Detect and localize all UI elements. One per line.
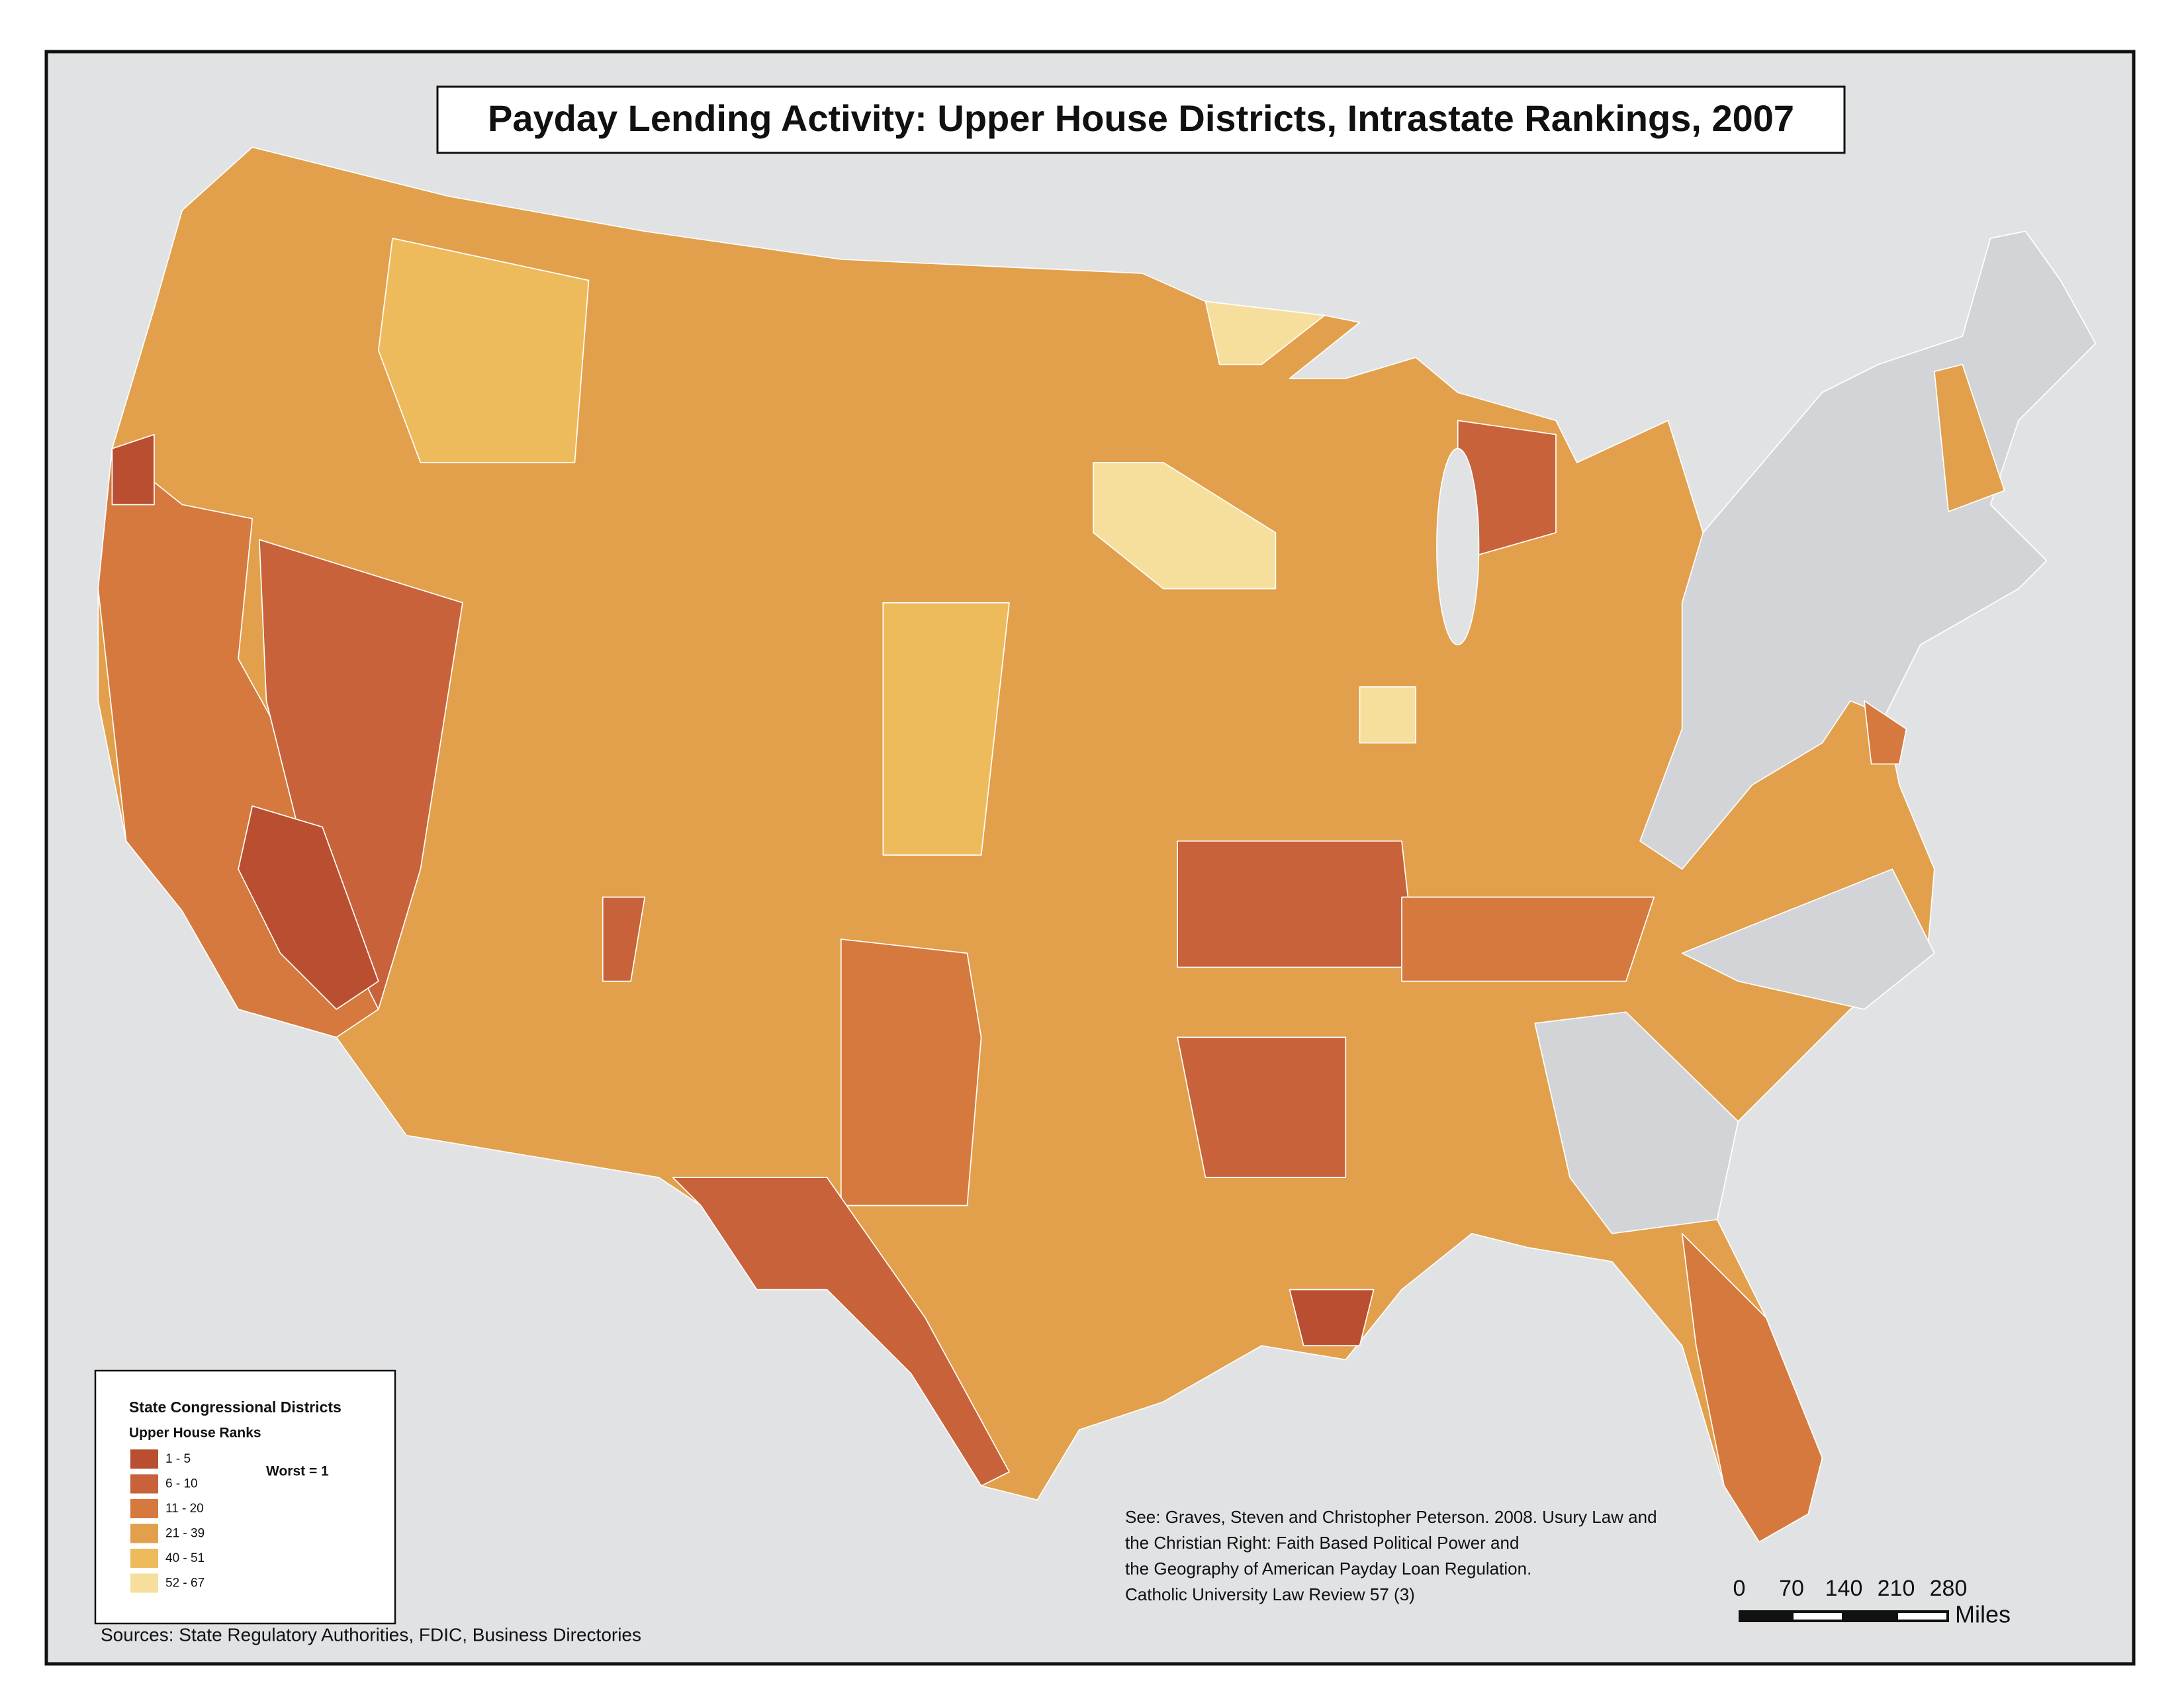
lake-michigan	[1436, 447, 1480, 646]
district-region	[258, 539, 463, 1010]
legend-swatch	[130, 1573, 158, 1593]
non-ranked-states	[1639, 230, 2097, 870]
district-region	[840, 938, 982, 1207]
district-region	[238, 805, 379, 1010]
legend-subtitle: Upper House Ranks	[129, 1426, 261, 1441]
scale-segment	[1898, 1613, 1946, 1620]
district-region	[1359, 686, 1417, 744]
map-title: Payday Lending Activity: Upper House Dis…	[488, 97, 1794, 139]
district-region	[602, 896, 646, 982]
district-region	[1933, 363, 2005, 512]
legend-note: Worst = 1	[266, 1464, 329, 1479]
non-ranked-states	[1681, 868, 1935, 1010]
legend-label: 6 - 10	[165, 1477, 198, 1491]
legend-label: 52 - 67	[165, 1577, 205, 1590]
district-region	[1177, 1036, 1347, 1178]
scale-tick-label: 210	[1878, 1576, 1915, 1601]
scale-unit: Miles	[1955, 1601, 2011, 1628]
district-region	[1401, 896, 1655, 982]
district-region	[1205, 300, 1326, 365]
legend-label: 1 - 5	[165, 1452, 191, 1466]
legend-swatch	[130, 1549, 158, 1568]
legend-items: 1 - 5 6 - 10 11 - 20 21 - 39 40 - 51 52 - 67	[130, 1449, 205, 1593]
district-region	[1093, 462, 1277, 590]
district-region	[1864, 700, 1907, 765]
citation-line: Catholic University Law Review 57 (3)	[1125, 1584, 1415, 1604]
legend-label: 11 - 20	[165, 1502, 204, 1516]
scale-tick-label: 140	[1825, 1576, 1863, 1601]
district-region	[1681, 1232, 1823, 1543]
us-map	[97, 146, 2097, 1543]
legend-swatch	[130, 1524, 158, 1543]
citation-line: the Geography of American Payday Loan Re…	[1125, 1559, 1531, 1578]
sources: Sources: State Regulatory Authorities, F…	[101, 1624, 641, 1645]
district-region	[672, 1177, 1010, 1486]
district-region	[882, 602, 1010, 856]
scale-segment	[1794, 1613, 1842, 1620]
legend-label: 21 - 39	[165, 1527, 205, 1541]
legend-swatch	[130, 1474, 158, 1494]
scale-tick-label: 0	[1733, 1576, 1746, 1601]
district-region	[1177, 840, 1417, 968]
legend-label: 40 - 51	[165, 1551, 205, 1565]
citation: See: Graves, Steven and Christopher Pete…	[1125, 1507, 1657, 1604]
scale-tick-label: 280	[1930, 1576, 1968, 1601]
citation-line: the Christian Right: Faith Based Politic…	[1125, 1533, 1519, 1553]
legend-swatch	[130, 1449, 158, 1469]
district-region	[111, 434, 155, 506]
non-ranked-states	[1534, 1011, 1739, 1234]
citation-line: See: Graves, Steven and Christopher Pete…	[1125, 1507, 1657, 1527]
scale-tick-label: 70	[1779, 1576, 1804, 1601]
title-box	[436, 85, 1846, 154]
district-region	[1289, 1289, 1375, 1347]
district-region	[378, 238, 590, 463]
legend-swatch	[130, 1499, 158, 1518]
legend-title: State Congressional Districts	[129, 1398, 341, 1416]
